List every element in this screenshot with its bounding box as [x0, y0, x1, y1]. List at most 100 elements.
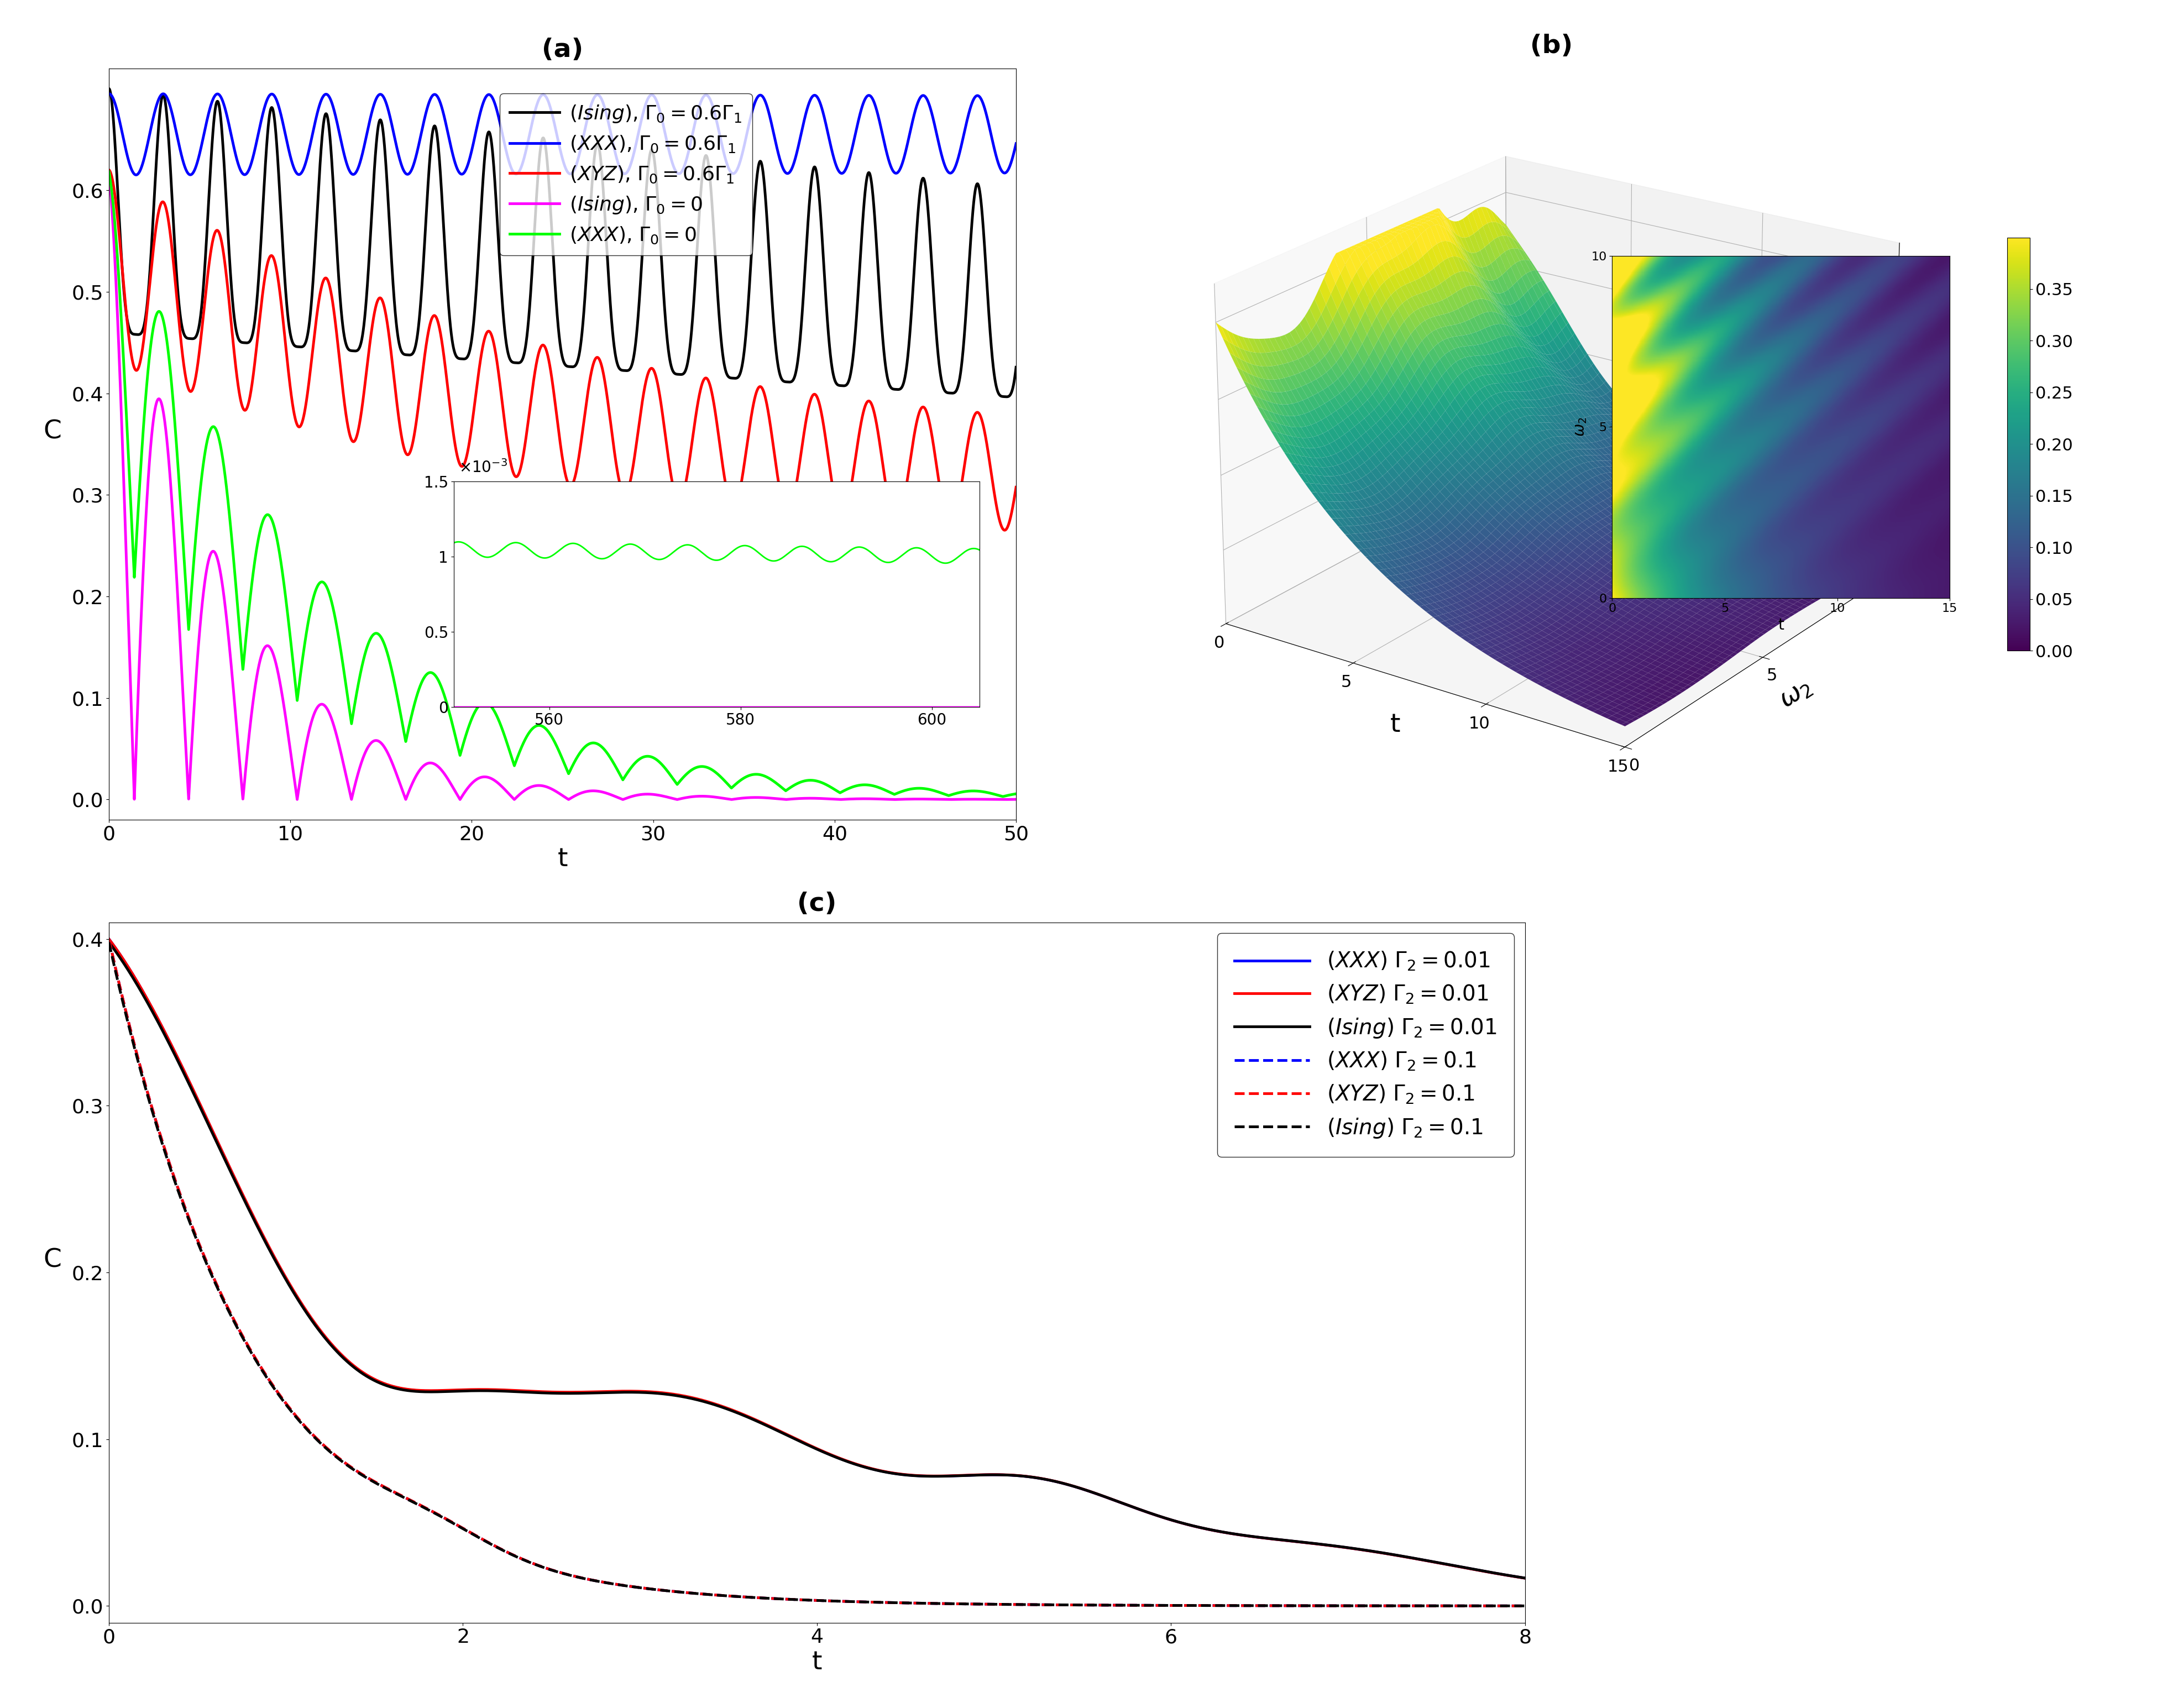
- $(XYZ)$, $\Gamma_0 = 0.6\Gamma_1$: [96, 159, 122, 179]
- $(XYZ)$ $\Gamma_2 = 0.1$: [699, 1585, 725, 1606]
- Y-axis label: C: C: [44, 418, 61, 444]
- Line: $(XYZ)$ $\Gamma_2 = 0.01$: $(XYZ)$ $\Gamma_2 = 0.01$: [109, 939, 1525, 1578]
- $(Ising)$ $\Gamma_2 = 0.1$: [342, 1460, 368, 1481]
- $(Ising)$, $\Gamma_0 = 0.6\Gamma_1$: [425, 126, 451, 147]
- $(XXX)$ $\Gamma_2 = 0.01$: [342, 1356, 368, 1377]
- $(XYZ)$, $\Gamma_0 = 0.6\Gamma_1$: [425, 309, 451, 330]
- $(XXX)$ $\Gamma_2 = 0.01$: [96, 929, 122, 950]
- $(Ising)$ $\Gamma_2 = 0.1$: [1331, 1595, 1357, 1616]
- $(XXX)$ $\Gamma_2 = 0.1$: [1331, 1595, 1357, 1616]
- $(XXX)$, $\Gamma_0 = 0$: [96, 162, 122, 183]
- $(XYZ)$, $\Gamma_0 = 0.6\Gamma_1$: [769, 488, 795, 509]
- $(Ising)$ $\Gamma_2 = 0.01$: [699, 1394, 725, 1414]
- $(XXX)$ $\Gamma_2 = 0.1$: [1512, 1595, 1538, 1616]
- Line: $(Ising)$, $\Gamma_0 = 0$: $(Ising)$, $\Gamma_0 = 0$: [109, 173, 1015, 799]
- $(Ising)$ $\Gamma_2 = 0.01$: [638, 1383, 664, 1404]
- $(XYZ)$ $\Gamma_2 = 0.01$: [699, 1394, 725, 1414]
- $(XYZ)$ $\Gamma_2 = 0.01$: [96, 929, 122, 950]
- $(XYZ)$, $\Gamma_0 = 0.6\Gamma_1$: [142, 229, 168, 249]
- Line: $(XXX)$ $\Gamma_2 = 0.01$: $(XXX)$ $\Gamma_2 = 0.01$: [109, 939, 1525, 1578]
- $(XXX)$ $\Gamma_2 = 0.01$: [1483, 1563, 1509, 1583]
- $(XXX)$ $\Gamma_2 = 0.1$: [699, 1585, 725, 1606]
- $(XXX)$, $\Gamma_0 = 0$: [769, 777, 795, 798]
- Line: $(Ising)$, $\Gamma_0 = 0.6\Gamma_1$: $(Ising)$, $\Gamma_0 = 0.6\Gamma_1$: [109, 89, 1015, 396]
- $(XYZ)$ $\Gamma_2 = 0.01$: [1483, 1563, 1509, 1583]
- Title: (a): (a): [542, 38, 584, 61]
- $(Ising)$ $\Gamma_2 = 0.1$: [1512, 1595, 1538, 1616]
- $(XXX)$, $\Gamma_0 = 0.6\Gamma_1$: [122, 164, 148, 184]
- $(Ising)$, $\Gamma_0 = 0$: [769, 789, 795, 810]
- Line: $(XXX)$, $\Gamma_0 = 0$: $(XXX)$, $\Gamma_0 = 0$: [109, 173, 1015, 796]
- $(XXX)$ $\Gamma_2 = 0.01$: [257, 1240, 283, 1261]
- $(XYZ)$ $\Gamma_2 = 0.01$: [1331, 1537, 1357, 1558]
- Line: $(XXX)$ $\Gamma_2 = 0.1$: $(XXX)$ $\Gamma_2 = 0.1$: [109, 939, 1525, 1606]
- $(Ising)$, $\Gamma_0 = 0$: [96, 162, 122, 183]
- $(Ising)$ $\Gamma_2 = 0.1$: [638, 1578, 664, 1599]
- $(XXX)$, $\Gamma_0 = 0$: [673, 765, 699, 786]
- X-axis label: t: t: [1777, 617, 1784, 632]
- Legend: $(Ising)$, $\Gamma_0 = 0.6\Gamma_1$, $(XXX)$, $\Gamma_0 = 0.6\Gamma_1$, $(XYZ)$,: $(Ising)$, $\Gamma_0 = 0.6\Gamma_1$, $(X…: [499, 94, 751, 256]
- $(XYZ)$ $\Gamma_2 = 0.1$: [1483, 1595, 1509, 1616]
- $(Ising)$ $\Gamma_2 = 0.1$: [699, 1585, 725, 1606]
- $(Ising)$ $\Gamma_2 = 0.01$: [342, 1358, 368, 1378]
- $(XXX)$, $\Gamma_0 = 0$: [632, 746, 658, 767]
- $(Ising)$ $\Gamma_2 = 0.01$: [96, 933, 122, 953]
- Y-axis label: C: C: [44, 1247, 61, 1272]
- Line: $(XYZ)$, $\Gamma_0 = 0.6\Gamma_1$: $(XYZ)$, $\Gamma_0 = 0.6\Gamma_1$: [109, 169, 1015, 529]
- $(XXX)$ $\Gamma_2 = 0.01$: [699, 1394, 725, 1414]
- $(XYZ)$ $\Gamma_2 = 0.1$: [257, 1372, 283, 1392]
- $(XYZ)$, $\Gamma_0 = 0.6\Gamma_1$: [991, 519, 1017, 540]
- $(XXX)$, $\Gamma_0 = 0$: [142, 311, 168, 331]
- $(Ising)$ $\Gamma_2 = 0.1$: [96, 933, 122, 953]
- $(Ising)$ $\Gamma_2 = 0.01$: [1512, 1568, 1538, 1588]
- $(XXX)$ $\Gamma_2 = 0.01$: [1512, 1568, 1538, 1588]
- $(Ising)$ $\Gamma_2 = 0.01$: [1331, 1537, 1357, 1558]
- $(Ising)$, $\Gamma_0 = 0$: [773, 789, 799, 810]
- $(XXX)$ $\Gamma_2 = 0.1$: [257, 1372, 283, 1392]
- $(XYZ)$ $\Gamma_2 = 0.1$: [96, 929, 122, 950]
- $(Ising)$, $\Gamma_0 = 0.6\Gamma_1$: [142, 183, 168, 203]
- Line: $(XYZ)$ $\Gamma_2 = 0.1$: $(XYZ)$ $\Gamma_2 = 0.1$: [109, 939, 1525, 1606]
- Y-axis label: $\omega_2$: $\omega_2$: [1775, 675, 1816, 714]
- $(Ising)$ $\Gamma_2 = 0.1$: [257, 1373, 283, 1394]
- Title: (c): (c): [797, 892, 836, 915]
- $(Ising)$ $\Gamma_2 = 0.01$: [257, 1242, 283, 1262]
- $(XYZ)$ $\Gamma_2 = 0.01$: [342, 1356, 368, 1377]
- $(Ising)$, $\Gamma_0 = 0.6\Gamma_1$: [632, 188, 658, 208]
- $(XXX)$, $\Gamma_0 = 0$: [1002, 784, 1028, 804]
- Line: $(Ising)$ $\Gamma_2 = 0.1$: $(Ising)$ $\Gamma_2 = 0.1$: [109, 943, 1525, 1606]
- $(XYZ)$, $\Gamma_0 = 0.6\Gamma_1$: [1002, 477, 1028, 497]
- $(Ising)$ $\Gamma_2 = 0.1$: [1483, 1595, 1509, 1616]
- X-axis label: t: t: [812, 1650, 821, 1676]
- $(XXX)$ $\Gamma_2 = 0.1$: [342, 1459, 368, 1479]
- $(Ising)$, $\Gamma_0 = 0$: [142, 401, 168, 422]
- Line: $(Ising)$ $\Gamma_2 = 0.01$: $(Ising)$ $\Gamma_2 = 0.01$: [109, 943, 1525, 1578]
- $(XXX)$, $\Gamma_0 = 0$: [817, 777, 843, 798]
- Line: $(XXX)$, $\Gamma_0 = 0.6\Gamma_1$: $(XXX)$, $\Gamma_0 = 0.6\Gamma_1$: [109, 94, 1015, 174]
- $(Ising)$, $\Gamma_0 = 0$: [1002, 789, 1028, 810]
- $(XYZ)$ $\Gamma_2 = 0.1$: [1512, 1595, 1538, 1616]
- $(XYZ)$ $\Gamma_2 = 0.1$: [342, 1459, 368, 1479]
- $(XYZ)$, $\Gamma_0 = 0.6\Gamma_1$: [632, 372, 658, 393]
- $(XXX)$, $\Gamma_0 = 0.6\Gamma_1$: [673, 154, 699, 174]
- $(Ising)$, $\Gamma_0 = 0$: [817, 789, 843, 810]
- $(XXX)$ $\Gamma_2 = 0.01$: [638, 1382, 664, 1402]
- $(XXX)$ $\Gamma_2 = 0.1$: [638, 1578, 664, 1599]
- $(Ising)$, $\Gamma_0 = 0.6\Gamma_1$: [817, 340, 843, 360]
- $(Ising)$, $\Gamma_0 = 0.6\Gamma_1$: [993, 386, 1019, 407]
- $(XXX)$, $\Gamma_0 = 0.6\Gamma_1$: [769, 154, 795, 174]
- $(Ising)$, $\Gamma_0 = 0.6\Gamma_1$: [769, 369, 795, 389]
- $(XYZ)$ $\Gamma_2 = 0.01$: [1512, 1568, 1538, 1588]
- $(XYZ)$ $\Gamma_2 = 0.01$: [638, 1382, 664, 1402]
- $(XYZ)$, $\Gamma_0 = 0.6\Gamma_1$: [673, 475, 699, 495]
- $(XXX)$ $\Gamma_2 = 0.01$: [1331, 1537, 1357, 1558]
- $(XXX)$, $\Gamma_0 = 0.6\Gamma_1$: [817, 132, 843, 152]
- $(XXX)$, $\Gamma_0 = 0.6\Gamma_1$: [96, 84, 122, 104]
- $(Ising)$, $\Gamma_0 = 0.6\Gamma_1$: [673, 360, 699, 381]
- $(XXX)$ $\Gamma_2 = 0.1$: [1483, 1595, 1509, 1616]
- $(XXX)$, $\Gamma_0 = 0.6\Gamma_1$: [425, 87, 451, 108]
- $(XYZ)$ $\Gamma_2 = 0.1$: [1331, 1595, 1357, 1616]
- $(XXX)$ $\Gamma_2 = 0.1$: [96, 929, 122, 950]
- $(Ising)$, $\Gamma_0 = 0.6\Gamma_1$: [1002, 357, 1028, 377]
- $(Ising)$ $\Gamma_2 = 0.01$: [1483, 1563, 1509, 1583]
